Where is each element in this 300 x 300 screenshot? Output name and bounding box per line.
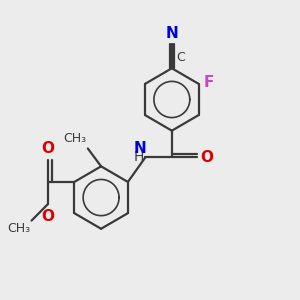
Text: CH₃: CH₃	[7, 222, 30, 235]
Text: F: F	[204, 75, 214, 90]
Text: O: O	[200, 150, 213, 165]
Text: N: N	[134, 141, 147, 156]
Text: N: N	[166, 26, 178, 40]
Text: CH₃: CH₃	[63, 132, 86, 145]
Text: C: C	[176, 51, 185, 64]
Text: O: O	[41, 209, 54, 224]
Text: H: H	[134, 150, 144, 164]
Text: O: O	[41, 141, 54, 156]
